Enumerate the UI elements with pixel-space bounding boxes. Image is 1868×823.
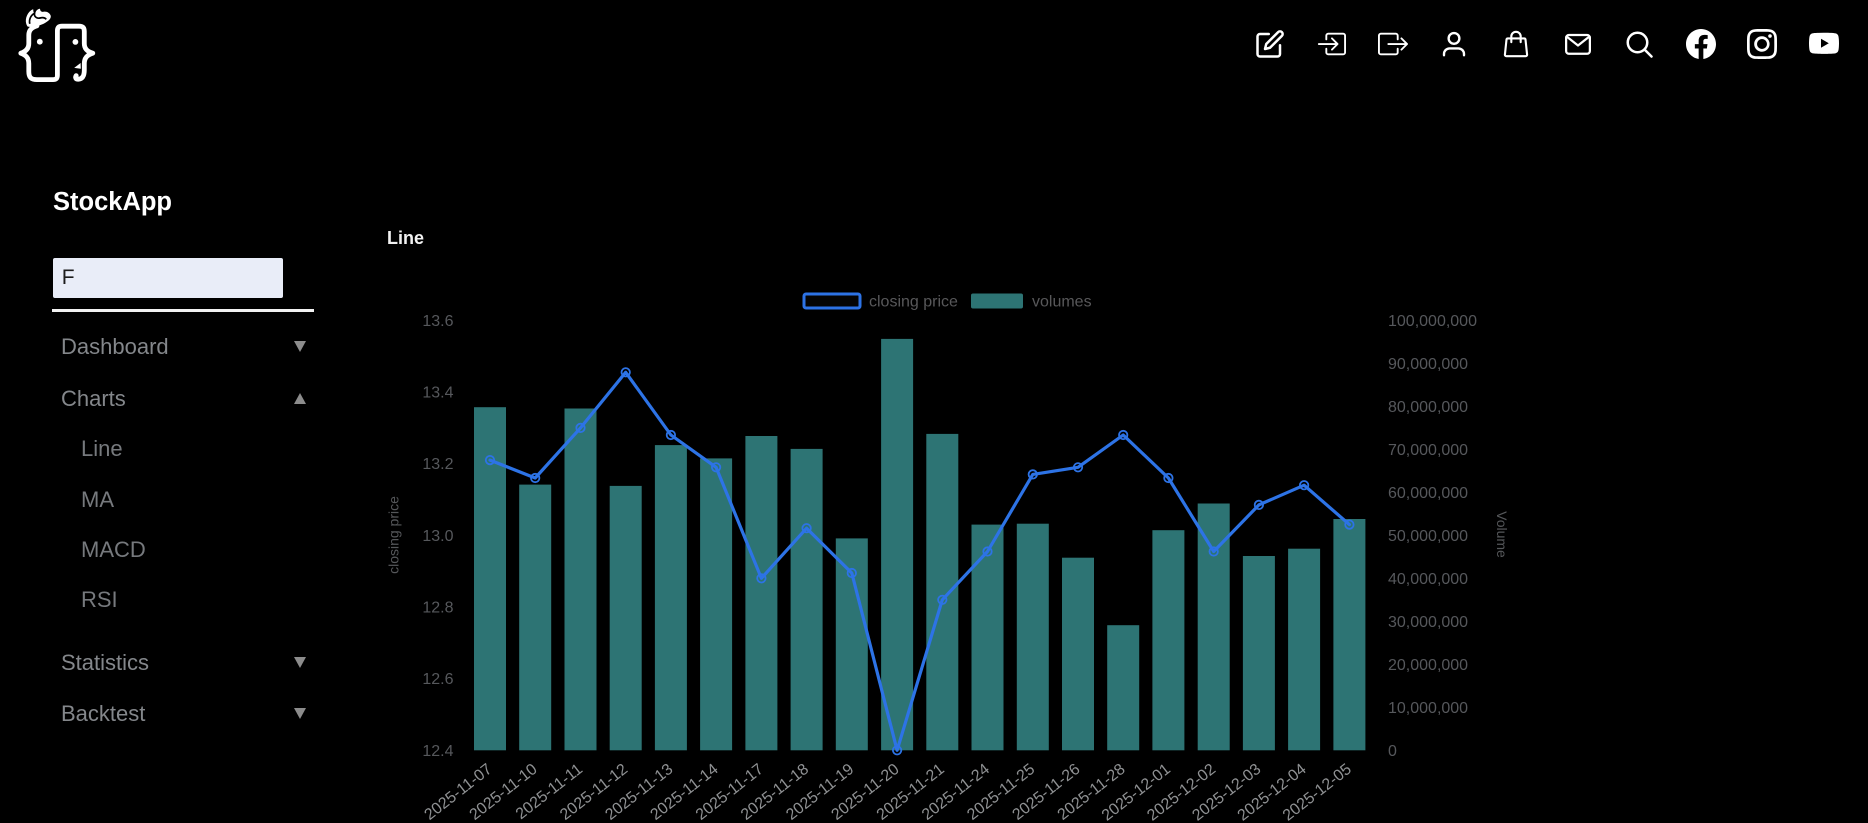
svg-text:12.8: 12.8 (422, 600, 453, 617)
svg-text:13.6: 13.6 (422, 313, 453, 330)
svg-text:40,000,000: 40,000,000 (1388, 571, 1468, 588)
svg-text:13.2: 13.2 (422, 456, 453, 473)
svg-text:60,000,000: 60,000,000 (1388, 485, 1468, 502)
svg-text:Line: Line (387, 228, 424, 248)
svg-text:closing price: closing price (386, 496, 402, 574)
svg-text:80,000,000: 80,000,000 (1388, 399, 1468, 416)
svg-text:Volume: Volume (1494, 511, 1510, 558)
svg-text:100,000,000: 100,000,000 (1388, 313, 1477, 330)
svg-text:13.4: 13.4 (422, 385, 453, 402)
svg-text:volumes: volumes (1032, 294, 1092, 311)
svg-text:70,000,000: 70,000,000 (1388, 442, 1468, 459)
svg-text:10,000,000: 10,000,000 (1388, 700, 1468, 717)
svg-text:50,000,000: 50,000,000 (1388, 528, 1468, 545)
svg-text:12.4: 12.4 (422, 743, 453, 760)
svg-text:13.0: 13.0 (422, 528, 453, 545)
svg-text:30,000,000: 30,000,000 (1388, 614, 1468, 631)
svg-text:90,000,000: 90,000,000 (1388, 356, 1468, 373)
svg-text:12.6: 12.6 (422, 671, 453, 688)
svg-text:0: 0 (1388, 743, 1397, 760)
svg-text:closing price: closing price (869, 294, 958, 311)
svg-text:20,000,000: 20,000,000 (1388, 657, 1468, 674)
